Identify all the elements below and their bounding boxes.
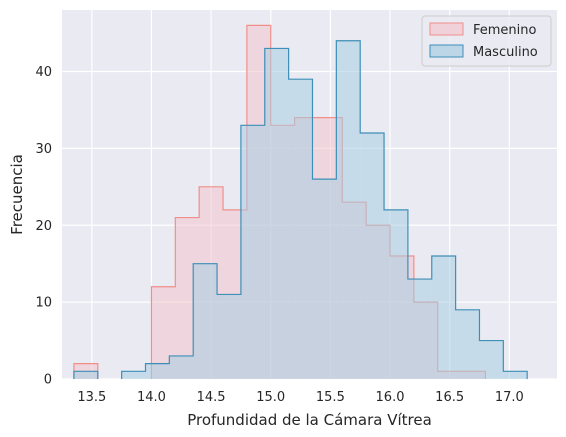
histogram-bar [288, 79, 313, 379]
y-tick-label: 0 [44, 373, 52, 388]
histogram-bar [407, 279, 432, 379]
y-tick-labels: 0 10 20 30 40 [35, 65, 52, 388]
histogram-bar [312, 179, 337, 379]
histogram-bar [360, 133, 385, 379]
histogram-bar [73, 371, 98, 379]
histogram-bar [217, 294, 241, 379]
y-tick-label: 20 [35, 219, 52, 234]
histogram-bar [193, 263, 218, 379]
legend-label-femenino: Femenino [473, 23, 537, 38]
legend-swatch-masculino [429, 44, 464, 58]
histogram-bar [336, 40, 361, 379]
histogram-bar [240, 125, 265, 379]
x-tick-label: 14.0 [137, 390, 166, 405]
histogram-bar [479, 340, 504, 379]
y-tick-label: 40 [35, 65, 52, 80]
series-masculino [73, 40, 528, 379]
histogram-bar [431, 256, 456, 379]
x-axis-label: Profundidad de la Cámara Vítrea [187, 411, 432, 429]
x-tick-labels: 13.5 14.0 14.5 15.0 15.5 16.0 16.5 17.0 [77, 390, 523, 405]
y-tick-label: 30 [35, 142, 52, 157]
histogram-bar [264, 48, 289, 379]
x-tick-label: 16.5 [435, 390, 464, 405]
x-tick-label: 15.0 [256, 390, 285, 405]
legend: Femenino Masculino [421, 15, 552, 67]
histogram-bar [121, 371, 146, 379]
x-tick-label: 14.5 [197, 390, 226, 405]
y-axis-label: Frecuencia [8, 154, 26, 235]
y-tick-label: 10 [35, 296, 52, 311]
x-tick-label: 13.5 [77, 390, 106, 405]
x-tick-label: 16.0 [376, 390, 405, 405]
histogram-bar [145, 363, 170, 379]
legend-label-masculino: Masculino [473, 45, 538, 60]
histogram-outline [73, 40, 528, 379]
histogram-bar [384, 209, 408, 379]
histogram-bar [455, 309, 480, 379]
histogram-bar [169, 355, 194, 379]
histogram-bar [503, 371, 528, 379]
x-tick-label: 17.0 [495, 390, 524, 405]
legend-swatch-femenino [429, 22, 464, 36]
x-tick-label: 15.5 [316, 390, 345, 405]
histogram-series [73, 24, 528, 379]
